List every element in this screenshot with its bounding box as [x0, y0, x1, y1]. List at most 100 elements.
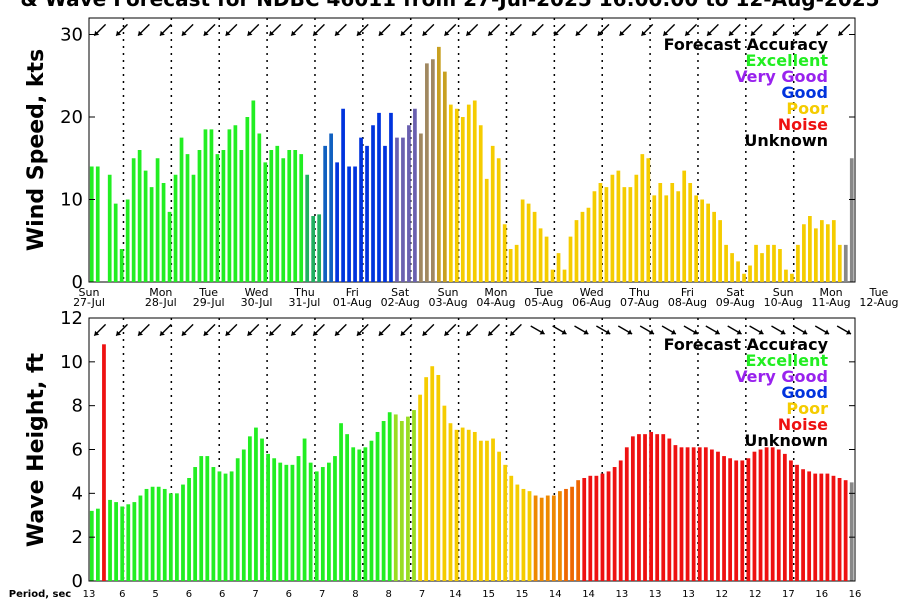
direction-arrow — [268, 23, 282, 37]
direction-arrow — [422, 23, 435, 37]
bar — [740, 460, 745, 581]
y-tick-label: 4 — [72, 483, 83, 504]
direction-arrow — [312, 323, 325, 337]
legend-item: Unknown — [744, 431, 828, 450]
bar — [217, 471, 222, 581]
direction-arrow — [115, 23, 128, 37]
direction-arrow — [705, 325, 721, 335]
legend-item: Noise — [778, 415, 828, 434]
bar — [320, 467, 325, 581]
wave-height-axis-label: Wave Height, ft — [24, 352, 49, 547]
direction-arrow — [225, 323, 238, 337]
direction-arrow — [574, 325, 589, 335]
direction-arrow — [443, 23, 457, 37]
direction-arrow — [93, 23, 107, 37]
legend-item: Very Good — [735, 367, 828, 386]
day-label: Thu — [293, 286, 315, 299]
direction-arrow — [159, 323, 172, 337]
y-tick-label: 10 — [60, 352, 83, 373]
bar — [108, 499, 112, 581]
bar — [796, 244, 800, 282]
bar — [272, 458, 277, 581]
bar — [814, 228, 818, 282]
bar — [155, 158, 160, 282]
bar — [592, 191, 597, 282]
bar — [558, 491, 562, 581]
direction-arrow — [225, 23, 238, 37]
bar — [478, 125, 483, 282]
direction-arrow — [159, 23, 172, 37]
bar — [485, 440, 489, 581]
bar — [442, 71, 447, 282]
bar — [556, 253, 561, 282]
date-label: 01-Aug — [333, 296, 372, 309]
bar — [233, 125, 238, 282]
bar — [260, 438, 264, 581]
bar — [442, 405, 447, 581]
direction-arrow — [422, 323, 435, 337]
date-label: 29-Jul — [193, 296, 225, 309]
bar — [503, 464, 508, 581]
bar — [377, 112, 381, 282]
direction-arrow — [814, 325, 830, 335]
direction-arrow — [400, 23, 413, 37]
period-value: 13 — [83, 589, 96, 600]
direction-arrow — [312, 23, 325, 37]
bar — [825, 473, 830, 581]
legend-item: Poor — [786, 99, 828, 118]
bar — [843, 480, 848, 581]
bar — [359, 137, 363, 282]
bar — [387, 412, 392, 581]
period-value: 15 — [516, 589, 529, 600]
bar — [365, 145, 369, 282]
bar — [527, 491, 532, 581]
y-tick-label: 6 — [72, 440, 83, 461]
bar — [436, 46, 441, 282]
bar — [538, 228, 543, 282]
direction-arrow — [137, 323, 150, 337]
day-label: Tue — [533, 286, 553, 299]
period-axis-label: Period, sec — [9, 589, 72, 600]
bar — [778, 249, 782, 282]
direction-arrow — [487, 323, 501, 337]
bar — [357, 449, 362, 581]
y-tick-label: 12 — [60, 308, 83, 329]
day-label: Sat — [726, 286, 745, 299]
bar — [700, 199, 705, 282]
bar — [305, 174, 310, 282]
bar — [544, 236, 549, 282]
date-label: 03-Aug — [428, 296, 467, 309]
bar — [329, 133, 333, 282]
bar — [197, 150, 202, 282]
bar — [323, 145, 327, 282]
legend-title: Forecast Accuracy — [664, 35, 829, 54]
date-label: 12-Aug — [859, 296, 898, 309]
day-label: Fri — [346, 286, 359, 299]
bar — [758, 449, 763, 581]
direction-arrow — [290, 23, 304, 37]
bar — [296, 456, 301, 581]
day-label: Wed — [245, 286, 269, 299]
bar — [389, 112, 393, 282]
bar — [327, 462, 331, 581]
bar — [308, 462, 313, 581]
direction-arrow — [706, 23, 719, 37]
bar — [688, 183, 693, 282]
day-labels: Sun27-JulMon28-JulTue29-JulWed30-JulThu3… — [73, 286, 898, 309]
bar — [229, 471, 234, 581]
y-tick-label: 2 — [72, 527, 83, 548]
period-value: 17 — [782, 589, 795, 600]
bar — [375, 431, 380, 581]
bar — [223, 473, 228, 581]
bar — [710, 449, 714, 581]
bar — [466, 429, 471, 581]
bar — [383, 145, 387, 282]
bar — [682, 170, 687, 282]
direction-arrow — [837, 23, 851, 37]
bar — [616, 170, 621, 282]
legend-item: Poor — [786, 399, 828, 418]
period-value: 7 — [419, 589, 425, 600]
bar — [670, 183, 675, 282]
bar — [257, 133, 262, 282]
